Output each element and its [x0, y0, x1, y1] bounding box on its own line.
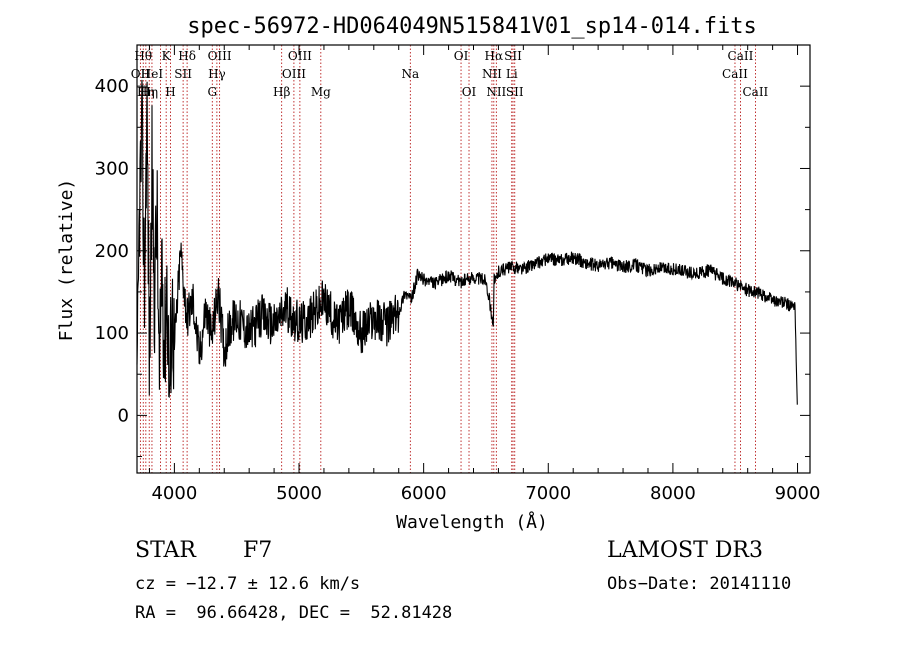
x-axis-label: Wavelength (Å) — [396, 511, 548, 533]
obs-date: Obs−Date: 20141110 — [607, 574, 792, 594]
line-marker-label: OI — [462, 85, 477, 99]
x-tick-label: 9000 — [775, 483, 821, 504]
survey-name: LAMOST DR3 — [607, 538, 763, 563]
object-subclass: F7 — [243, 538, 273, 563]
x-tick-label: 6000 — [401, 483, 447, 504]
line-marker-label: Hγ — [208, 67, 226, 81]
line-marker-label: OII — [131, 67, 151, 81]
line-marker-label: Hδ — [178, 49, 196, 63]
x-tick-label: 5000 — [276, 483, 322, 504]
line-marker-label: Na — [401, 67, 419, 81]
line-marker-labels: OIIHθHηHηHeIKHSIIHδGHγOIIIHβOIIIOIIIMgNa… — [131, 49, 769, 99]
spectrum-chart: spec-56972-HD064049N515841V01_sp14-014.f… — [56, 14, 821, 533]
line-marker-label: G — [207, 85, 217, 99]
y-tick-label: 200 — [95, 241, 129, 262]
y-tick-label: 100 — [95, 323, 129, 344]
coordinates: RA = 96.66428, DEC = 52.81428 — [135, 603, 453, 623]
line-marker-label: NII — [482, 67, 502, 81]
line-marker-label: OIII — [282, 67, 306, 81]
line-marker-label: Mg — [311, 85, 331, 99]
line-marker-label: Hβ — [273, 85, 290, 99]
line-marker-label: HeI — [141, 67, 164, 81]
y-axis: 0 100 200 300 400 — [95, 44, 810, 458]
line-marker-label: Li — [506, 67, 518, 81]
x-axis: 4000 5000 6000 7000 8000 9000 — [148, 45, 821, 504]
line-marker-label: OIII — [208, 49, 232, 63]
y-axis-label: Flux (relative) — [56, 179, 77, 342]
object-class: STAR — [135, 538, 196, 563]
spectrum-line — [136, 79, 798, 405]
line-marker-label: Hα — [485, 49, 504, 63]
line-marker-label: CaII — [728, 49, 754, 63]
x-tick-label: 8000 — [650, 483, 696, 504]
chart-title: spec-56972-HD064049N515841V01_sp14-014.f… — [187, 14, 757, 39]
y-tick-label: 300 — [95, 158, 129, 179]
line-marker-label: CaII — [722, 67, 748, 81]
line-markers — [139, 45, 756, 473]
plot-frame — [136, 44, 811, 474]
line-marker-label: CaII — [742, 85, 768, 99]
line-marker-label: SII — [504, 49, 522, 63]
line-marker-label: OI — [454, 49, 469, 63]
y-tick-label: 0 — [118, 405, 129, 426]
redshift-text: cz = −12.7 ± 12.6 km/s — [135, 574, 361, 594]
y-tick-label: 400 — [95, 76, 129, 97]
x-tick-label: 7000 — [525, 483, 571, 504]
line-marker-label: NII — [486, 85, 506, 99]
line-marker-label: SII — [506, 85, 524, 99]
line-marker-label: OIII — [288, 49, 312, 63]
line-marker-label: Hη — [140, 85, 158, 99]
line-marker-label: K — [162, 49, 172, 63]
x-tick-label: 4000 — [151, 483, 197, 504]
line-marker-label: Hθ — [134, 49, 152, 63]
line-marker-label: H — [165, 85, 175, 99]
line-marker-label: SII — [174, 67, 192, 81]
